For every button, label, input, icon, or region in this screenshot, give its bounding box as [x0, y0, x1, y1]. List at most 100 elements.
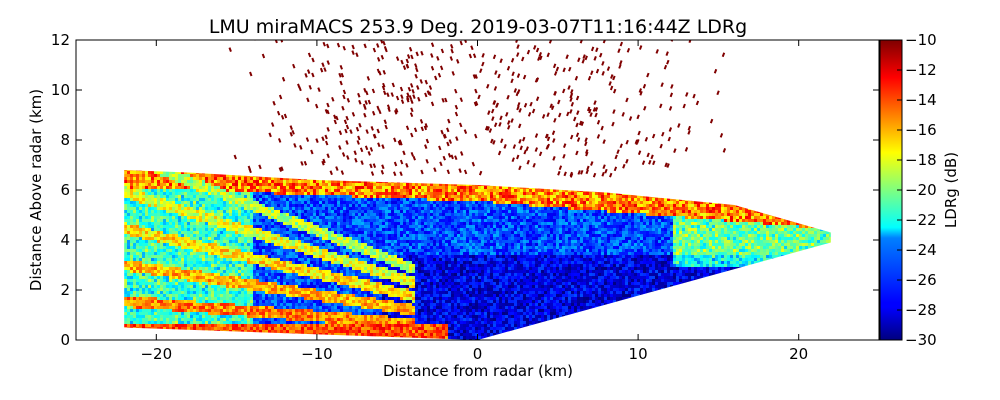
scan-cell [373, 198, 376, 201]
scan-cell [343, 198, 346, 201]
scan-cell [238, 258, 241, 261]
scan-cell [373, 207, 376, 210]
scan-cell [139, 291, 142, 294]
scan-cell [319, 255, 322, 258]
scan-cell [214, 291, 217, 294]
scan-cell [346, 291, 349, 294]
scan-cell [142, 270, 145, 273]
scan-cell [283, 237, 286, 240]
scan-cell [292, 327, 295, 330]
scan-cell [337, 186, 340, 189]
scan-cell [355, 285, 358, 288]
scan-cell [334, 327, 337, 330]
scan-cell [256, 330, 259, 333]
scan-cell [346, 243, 349, 246]
scan-cell [262, 330, 265, 333]
scan-cell [307, 210, 310, 213]
scan-cell [328, 312, 331, 315]
scan-cell [130, 170, 133, 171]
scan-cell [322, 246, 325, 249]
scan-cell [244, 303, 247, 306]
scan-cell [346, 170, 349, 171]
scan-cell [151, 294, 154, 297]
scan-cell [193, 219, 196, 222]
scan-cell [301, 255, 304, 258]
scan-cell [289, 240, 292, 243]
scan-cell [190, 177, 193, 180]
scan-cell [295, 231, 298, 234]
scan-cell [352, 177, 355, 180]
scan-cell [316, 171, 319, 174]
scan-cell [130, 231, 133, 234]
scan-cell [235, 249, 238, 252]
scan-cell [187, 300, 190, 303]
scan-cell [292, 273, 295, 276]
scan-cell [355, 231, 358, 234]
scan-cell [208, 261, 211, 264]
scan-cell [358, 288, 361, 291]
scan-cell [280, 312, 283, 315]
scan-cell [337, 303, 340, 306]
scan-cell [127, 279, 130, 282]
scan-cell [376, 279, 379, 282]
scan-cell [310, 213, 313, 216]
scan-cell [268, 315, 271, 318]
scan-cell [250, 303, 253, 306]
scan-cell [130, 240, 133, 243]
scan-cell [214, 333, 217, 336]
scan-cell [178, 195, 181, 198]
scan-cell [355, 252, 358, 255]
scan-cell [199, 183, 202, 186]
scan-cell [223, 255, 226, 258]
scan-cell [160, 246, 163, 249]
scan-cell [259, 333, 262, 336]
scan-cell [298, 204, 301, 207]
scan-cell [262, 213, 265, 216]
scan-cell [307, 171, 310, 174]
scan-cell [235, 327, 238, 330]
scan-cell [313, 216, 316, 219]
scan-cell [211, 321, 214, 324]
scan-cell [202, 282, 205, 285]
scan-cell [316, 309, 319, 312]
scan-cell [205, 294, 208, 297]
scan-cell [271, 288, 274, 291]
scan-cell [250, 213, 253, 216]
scan-cell [364, 291, 367, 294]
scan-cell [253, 165, 256, 168]
scan-cell [214, 252, 217, 255]
scan-cell [133, 315, 136, 318]
scan-cell [334, 249, 337, 252]
scan-cell [139, 170, 142, 171]
scan-cell [346, 312, 349, 315]
scan-cell [205, 315, 208, 318]
scan-cell [145, 267, 148, 270]
scan-cell [196, 183, 199, 186]
scan-cell [190, 165, 193, 168]
scan-cell [340, 270, 343, 273]
scan-cell [274, 303, 277, 306]
scan-cell [160, 315, 163, 318]
scan-cell [298, 216, 301, 219]
scan-cell [370, 231, 373, 234]
scan-cell [208, 174, 211, 177]
scan-cell [202, 303, 205, 306]
scan-cell [130, 279, 133, 282]
scan-cell [298, 240, 301, 243]
scan-cell [340, 231, 343, 234]
scan-cell [232, 261, 235, 264]
scan-cell [370, 291, 373, 294]
scan-cell [151, 219, 154, 222]
scan-cell [196, 315, 199, 318]
scan-cell [187, 189, 190, 192]
scan-cell [172, 195, 175, 198]
scan-cell [190, 186, 193, 189]
scan-cell [145, 315, 148, 318]
scan-cell [205, 291, 208, 294]
scan-cell [355, 276, 358, 279]
scan-cell [316, 306, 319, 309]
scan-cell [313, 201, 316, 204]
scan-cell [304, 246, 307, 249]
scan-cell [289, 204, 292, 207]
scan-cell [229, 279, 232, 282]
